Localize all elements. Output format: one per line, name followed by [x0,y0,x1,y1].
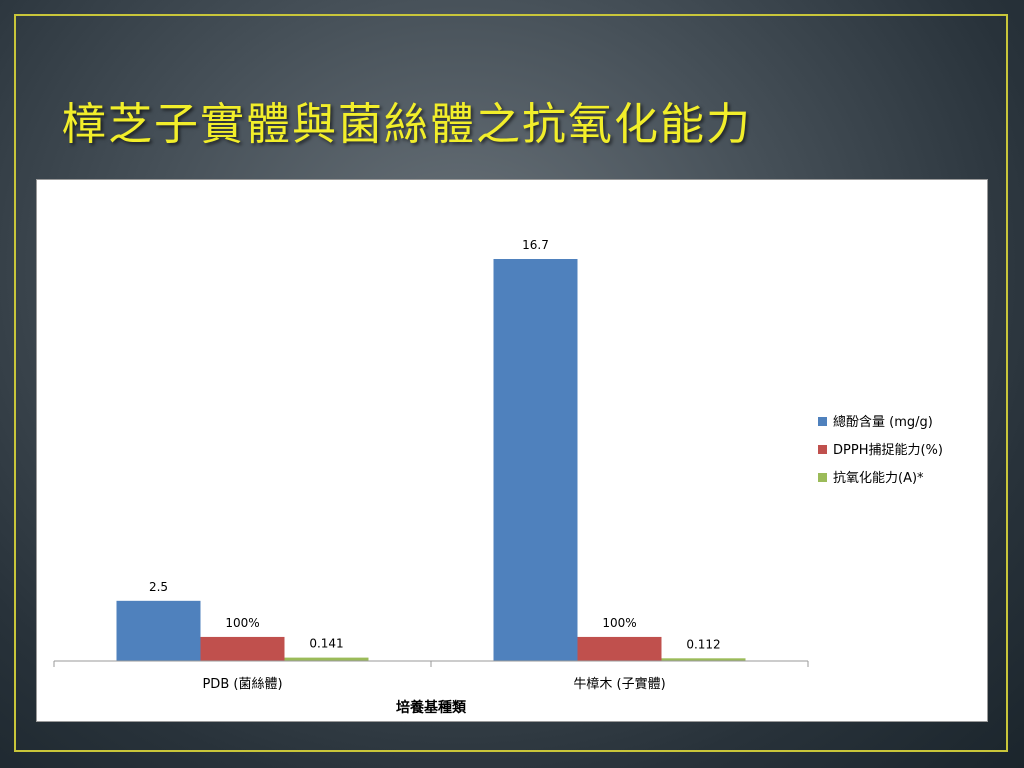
bar-chart: 2.5 100% 0.141 16.7 100% 0.112 PDB (菌絲體) 牛樟木 (… [53,238,943,716]
data-label-1-1: 100% [602,616,636,630]
data-label-0-2: 0.141 [309,637,343,651]
bar-1-2 [661,658,746,661]
slide-title: 樟芝子實體與菌絲體之抗氧化能力 [62,99,752,150]
x-ticks-layer [53,661,809,667]
legend-label-0: 總酚含量 (mg/g) [833,414,933,430]
data-label-0-1: 100% [225,616,259,630]
category-label-0: PDB (菌絲體) [202,677,282,692]
slide-frame [14,14,1008,752]
bar-0-0 [116,600,201,661]
legend-swatch-1 [818,445,827,454]
legend-label-1: DPPH捕捉能力(%) [833,442,943,458]
data-label-1-0: 16.7 [522,238,549,252]
bar-1-0 [493,259,578,661]
bar-0-1 [200,636,285,661]
legend-swatch-0 [818,417,827,426]
bar-1-1 [577,636,662,661]
data-labels-layer: 2.5 100% 0.141 16.7 100% 0.112 [149,238,721,651]
x-axis-title: 培養基種類 [396,699,467,716]
legend-label-2: 抗氧化能力(A)* [833,471,924,486]
data-label-1-2: 0.112 [686,637,720,651]
bar-0-2 [284,657,369,661]
category-label-1: 牛樟木 (子實體) [573,676,665,692]
data-label-0-0: 2.5 [149,580,168,594]
category-labels-layer: PDB (菌絲體) 牛樟木 (子實體) [202,676,665,692]
legend-swatch-2 [818,473,827,482]
legend: 總酚含量 (mg/g) DPPH捕捉能力(%) 抗氧化能力(A)* [818,414,943,486]
bars-layer [116,259,746,661]
chart-panel: 2.5 100% 0.141 16.7 100% 0.112 PDB (菌絲體) 牛樟木 (… [36,179,988,722]
